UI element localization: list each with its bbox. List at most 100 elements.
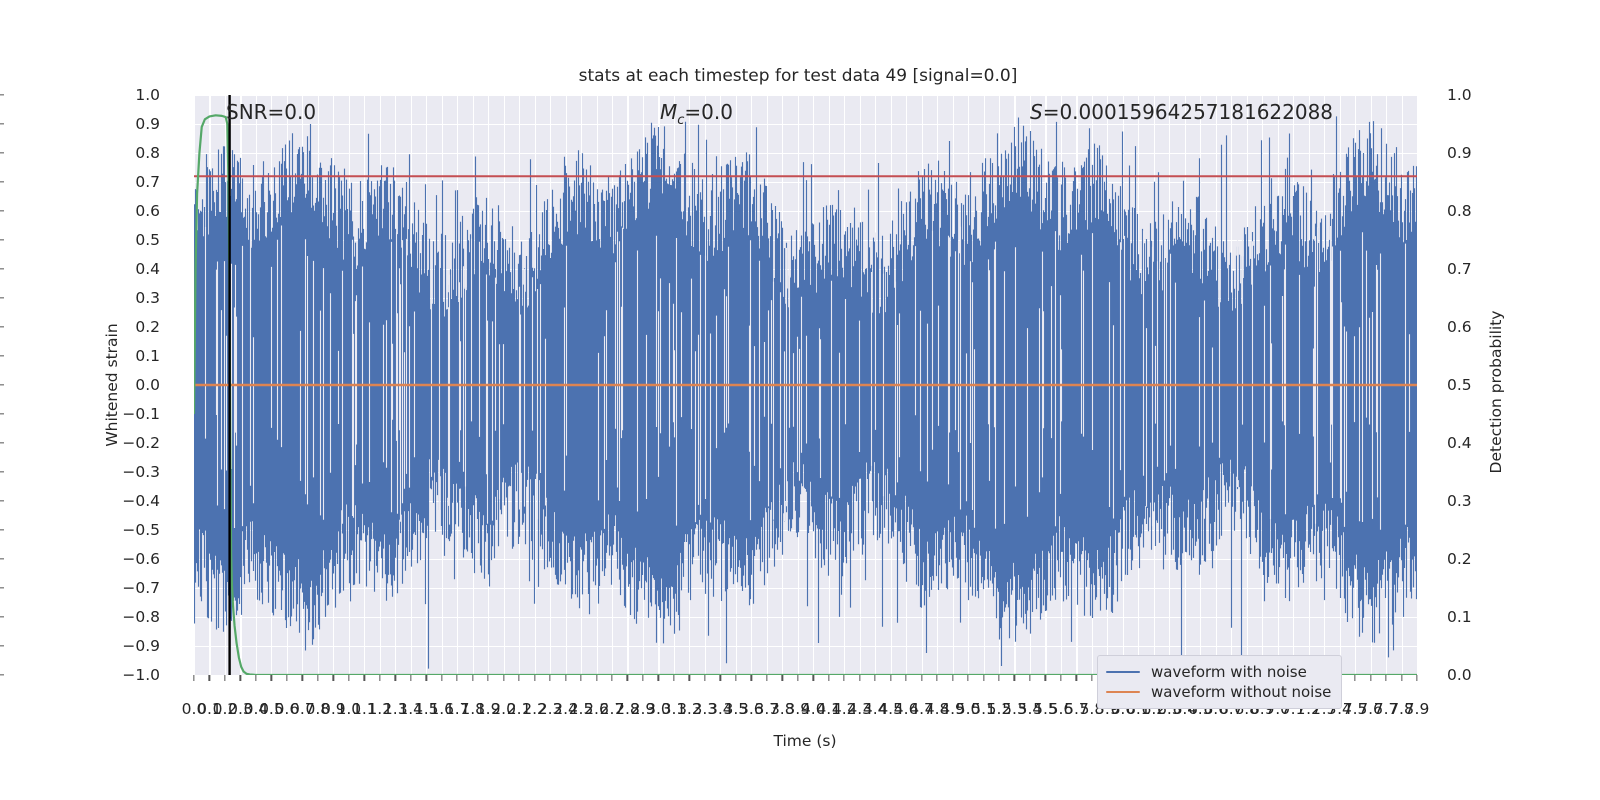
y-tick-label-left: −0.2 bbox=[122, 434, 160, 452]
x-tick-label: 0.0 bbox=[181, 700, 207, 718]
x-tick-label: 3.7 bbox=[754, 700, 780, 718]
x-tick-mark bbox=[208, 675, 211, 681]
y-tick-label-left: 0.9 bbox=[135, 115, 160, 133]
x-tick-mark bbox=[843, 675, 845, 681]
y-tick-label-right: 0.8 bbox=[1447, 202, 1472, 220]
x-tick-mark bbox=[1354, 675, 1356, 681]
x-tick-label: 1.9 bbox=[475, 700, 501, 718]
x-tick-mark bbox=[410, 675, 412, 681]
y-tick-mark-left bbox=[0, 123, 4, 125]
x-tick-label: 7.8 bbox=[1389, 700, 1414, 718]
y-tick-label-right: 0.0 bbox=[1447, 666, 1472, 684]
y-axis-right: 1.0 0.9 0.8 0.7 0.6 0.5 0.4 0.3 0.2 0.1 0.0 bbox=[1417, 86, 1537, 684]
x-tick-mark bbox=[766, 675, 768, 681]
x-tick-label: 1.1 bbox=[351, 700, 377, 718]
x-tick-mark bbox=[487, 675, 489, 681]
x-tick-mark bbox=[735, 675, 737, 681]
x-tick-label: 5.0 bbox=[955, 700, 981, 718]
x-tick-label: 0.6 bbox=[274, 700, 300, 718]
x-tick-mark bbox=[611, 675, 613, 681]
y-tick-label-left: −0.9 bbox=[122, 637, 160, 655]
y-tick-mark-left bbox=[0, 268, 4, 270]
x-tick-mark bbox=[363, 675, 365, 681]
y-tick-mark-left bbox=[0, 297, 4, 299]
y-tick-label-right: 0.2 bbox=[1447, 550, 1472, 568]
x-tick-mark bbox=[967, 675, 969, 681]
x-tick-label: 3.2 bbox=[677, 700, 702, 718]
y-tick-label-left: −0.5 bbox=[122, 521, 160, 539]
x-tick-mark bbox=[425, 675, 427, 681]
y-tick-label-right: 0.7 bbox=[1447, 260, 1472, 278]
mc-value: =0.0 bbox=[684, 100, 733, 124]
x-tick-mark bbox=[332, 675, 334, 681]
x-tick-label: 3.3 bbox=[692, 700, 718, 718]
x-tick-label: 5.1 bbox=[971, 700, 996, 718]
y-tick-label-left: −0.4 bbox=[122, 492, 160, 510]
x-tick-mark bbox=[1044, 675, 1047, 681]
mc-symbol: M bbox=[660, 100, 678, 124]
x-tick-label: 0.1 bbox=[197, 700, 222, 718]
y-tick-mark-left bbox=[0, 529, 4, 531]
x-tick-mark bbox=[518, 675, 520, 681]
x-tick-label: 3.5 bbox=[723, 700, 749, 718]
x-tick-mark bbox=[193, 675, 195, 681]
x-tick-label: 7.7 bbox=[1373, 700, 1399, 718]
x-tick-mark bbox=[750, 675, 752, 681]
annotation-statistic: S=0.00015964257181622088 bbox=[1030, 100, 1333, 124]
x-tick-mark bbox=[812, 675, 814, 681]
y-tick-label-left: 0.7 bbox=[135, 173, 160, 191]
x-tick-mark bbox=[998, 675, 1000, 681]
x-tick-mark bbox=[1029, 675, 1031, 681]
legend-item[interactable]: waveform without noise bbox=[1106, 682, 1331, 702]
plot-canvas bbox=[194, 95, 1417, 675]
x-tick-mark bbox=[1416, 675, 1418, 681]
x-tick-mark bbox=[1060, 675, 1062, 681]
y-tick-mark-left bbox=[0, 94, 4, 96]
x-tick-mark bbox=[595, 675, 598, 681]
x-tick-mark bbox=[673, 675, 675, 681]
y-tick-label-right: 0.1 bbox=[1447, 608, 1472, 626]
x-tick-label: 2.4 bbox=[553, 700, 578, 718]
series-waveform-with-noise bbox=[194, 116, 1417, 669]
y-tick-mark-left bbox=[0, 674, 4, 676]
x-tick-label: 1.6 bbox=[429, 700, 455, 718]
x-tick-label: 2.3 bbox=[537, 700, 563, 718]
y-tick-label-left: −0.6 bbox=[122, 550, 160, 568]
x-tick-label: 1.7 bbox=[444, 700, 470, 718]
x-tick-label: 3.4 bbox=[708, 700, 733, 718]
x-tick-mark bbox=[549, 675, 551, 681]
x-tick-mark bbox=[472, 675, 474, 681]
x-tick-mark bbox=[394, 675, 396, 681]
x-tick-mark bbox=[657, 675, 660, 681]
y-tick-mark-left bbox=[0, 587, 4, 589]
x-tick-mark bbox=[719, 675, 721, 681]
x-tick-mark bbox=[1075, 675, 1078, 681]
x-tick-label: 1.4 bbox=[398, 700, 424, 718]
x-axis: 0.0 0.1 0.2 0.3 0.4 0.5 0.6 0.7 0.8 0.9 1.0 1.1 1.2 1… bbox=[182, 683, 1430, 723]
y-tick-mark-left bbox=[0, 413, 4, 415]
annotation-snr: SNR=0.0 bbox=[226, 100, 317, 124]
y-tick-mark-left bbox=[0, 326, 4, 328]
y-tick-label-left: 0.8 bbox=[135, 144, 160, 162]
y-tick-label-left: −1.0 bbox=[122, 666, 160, 684]
s-symbol: S bbox=[1030, 100, 1043, 124]
legend-swatch-waveform-without-noise bbox=[1106, 690, 1140, 694]
x-tick-label: 4.8 bbox=[924, 700, 950, 718]
x-tick-label: 4.1 bbox=[816, 700, 842, 718]
y-tick-mark-left bbox=[0, 384, 4, 386]
y-tick-label-left: 0.4 bbox=[135, 260, 160, 278]
x-tick-label: 5.4 bbox=[1017, 700, 1043, 718]
x-tick-mark bbox=[564, 675, 567, 681]
x-tick-label: 4.3 bbox=[847, 700, 872, 718]
x-tick-label: 4.7 bbox=[909, 700, 934, 718]
x-tick-label: 2.8 bbox=[615, 700, 640, 718]
y-tick-mark-left bbox=[0, 645, 4, 647]
x-tick-label: 1.8 bbox=[460, 700, 485, 718]
x-tick-mark bbox=[626, 675, 629, 681]
detection-probability-curve bbox=[194, 114, 1417, 675]
legend[interactable]: waveform with noise waveform without noi… bbox=[1097, 655, 1343, 709]
legend-item[interactable]: waveform with noise bbox=[1106, 662, 1331, 682]
x-tick-label: 0.3 bbox=[228, 700, 253, 718]
x-tick-mark bbox=[533, 675, 536, 681]
